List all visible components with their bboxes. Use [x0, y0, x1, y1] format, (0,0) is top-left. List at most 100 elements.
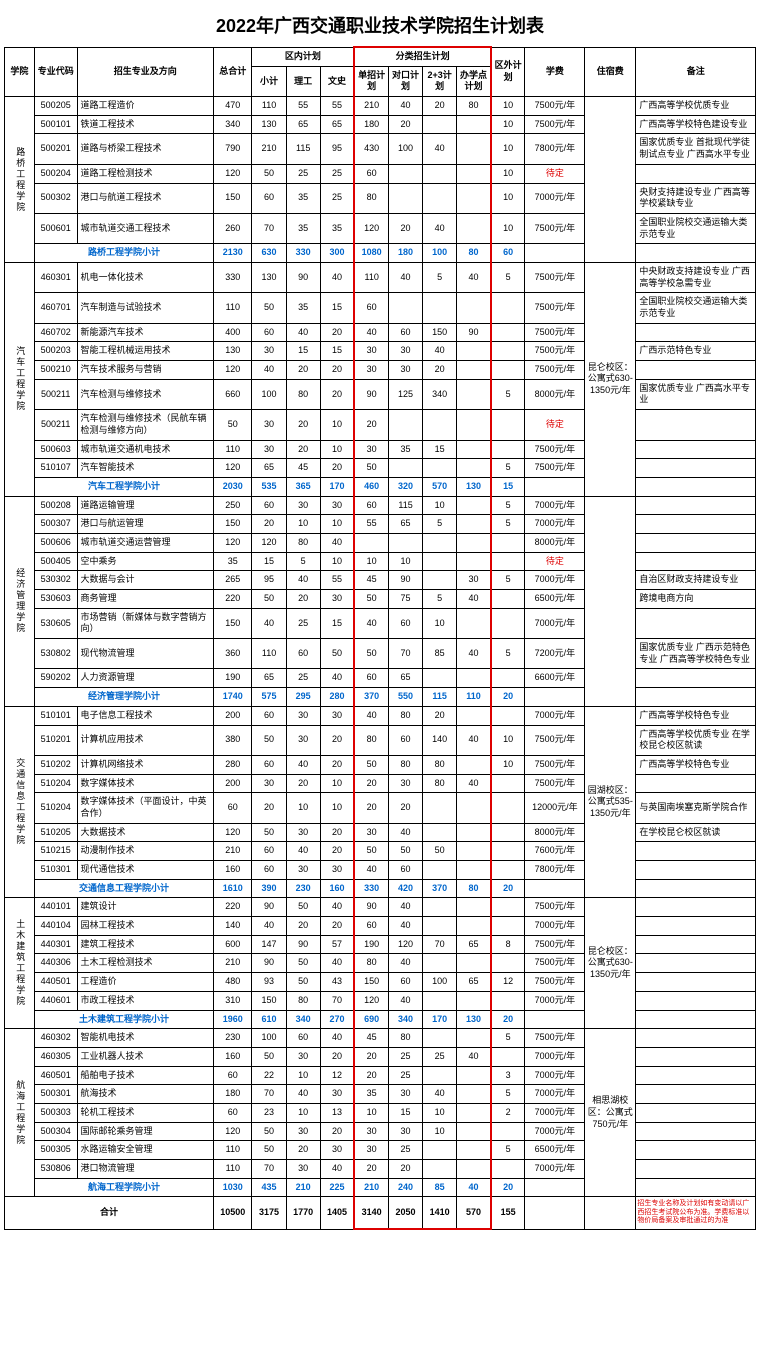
cell: 60 — [354, 496, 388, 515]
cell: 330 — [354, 879, 388, 898]
note-cell: 国家优质专业 广西高水平专业 — [636, 379, 756, 409]
cell: 390 — [252, 879, 286, 898]
cell — [491, 954, 525, 973]
cell — [491, 1047, 525, 1066]
cell: 180 — [214, 1085, 252, 1104]
cell: 120 — [252, 533, 286, 552]
cell: 150 — [354, 973, 388, 992]
cell — [388, 164, 422, 183]
major-code: 500606 — [34, 533, 77, 552]
major-code: 510205 — [34, 823, 77, 842]
cell: 120 — [354, 213, 388, 243]
major-code: 500601 — [34, 213, 77, 243]
cell: 30 — [354, 1141, 388, 1160]
cell: 10 — [423, 496, 457, 515]
cell — [423, 823, 457, 842]
cell — [491, 533, 525, 552]
cell: 15 — [286, 342, 320, 361]
cell: 1770 — [286, 1197, 320, 1229]
note-cell — [636, 1160, 756, 1179]
cell: 100 — [423, 244, 457, 263]
cell: 30 — [320, 496, 354, 515]
cell: 210 — [214, 954, 252, 973]
cell — [491, 590, 525, 609]
h-sub: 单招计划 — [354, 66, 388, 96]
cell: 20 — [354, 1160, 388, 1179]
cell: 570 — [457, 1197, 491, 1229]
cell: 100 — [252, 1029, 286, 1048]
h-sub: 理工 — [286, 66, 320, 96]
cell: 57 — [320, 935, 354, 954]
dorm-cell — [585, 496, 636, 706]
major-name: 智能机电技术 — [77, 1029, 214, 1048]
cell — [525, 688, 585, 707]
major-code: 460305 — [34, 1047, 77, 1066]
h-fee: 学费 — [525, 47, 585, 97]
college-name: 土木建筑工程学院 — [5, 898, 35, 1029]
cell — [491, 323, 525, 342]
cell: 1405 — [320, 1197, 354, 1229]
cell: 93 — [252, 973, 286, 992]
cell — [423, 164, 457, 183]
cell: 20 — [286, 917, 320, 936]
cell: 50 — [252, 590, 286, 609]
cell: 130 — [252, 115, 286, 134]
table-row: 440601市政工程技术3101508070120407000元/年 — [5, 991, 756, 1010]
cell: 40 — [286, 571, 320, 590]
dorm-cell — [585, 97, 636, 263]
cell: 30 — [286, 496, 320, 515]
note-cell — [636, 440, 756, 459]
cell: 80 — [457, 244, 491, 263]
cell: 40 — [320, 898, 354, 917]
cell: 330 — [286, 244, 320, 263]
fee-cell: 7500元/年 — [525, 440, 585, 459]
cell: 147 — [252, 935, 286, 954]
cell: 60 — [354, 164, 388, 183]
cell: 40 — [457, 590, 491, 609]
cell: 95 — [320, 134, 354, 164]
major-code: 510101 — [34, 706, 77, 725]
cell: 220 — [214, 898, 252, 917]
cell: 90 — [286, 935, 320, 954]
cell: 150 — [214, 608, 252, 638]
cell — [457, 917, 491, 936]
cell — [423, 861, 457, 880]
cell — [525, 477, 585, 496]
fee-cell: 7000元/年 — [525, 608, 585, 638]
cell: 550 — [388, 688, 422, 707]
cell: 30 — [286, 725, 320, 755]
cell: 30 — [286, 706, 320, 725]
cell: 60 — [214, 1066, 252, 1085]
note-cell: 央财支持建设专业 广西高等学校紧缺专业 — [636, 183, 756, 213]
cell: 65 — [320, 115, 354, 134]
cell: 10 — [320, 515, 354, 534]
fee-cell: 待定 — [525, 410, 585, 440]
cell: 35 — [286, 213, 320, 243]
cell — [491, 823, 525, 842]
cell: 120 — [214, 361, 252, 380]
cell — [491, 669, 525, 688]
cell: 15 — [491, 477, 525, 496]
fee-cell: 7500元/年 — [525, 459, 585, 478]
major-code: 500301 — [34, 1085, 77, 1104]
cell: 40 — [388, 917, 422, 936]
cell: 30 — [388, 774, 422, 793]
note-cell — [636, 1122, 756, 1141]
cell — [423, 1160, 457, 1179]
cell: 20 — [286, 774, 320, 793]
cell: 20 — [320, 459, 354, 478]
cell: 130 — [457, 1010, 491, 1029]
fee-cell: 7000元/年 — [525, 706, 585, 725]
cell: 90 — [354, 898, 388, 917]
cell: 120 — [214, 533, 252, 552]
cell — [457, 842, 491, 861]
cell: 90 — [388, 571, 422, 590]
cell: 65 — [388, 515, 422, 534]
cell — [491, 1122, 525, 1141]
cell: 50 — [252, 725, 286, 755]
cell: 65 — [457, 935, 491, 954]
cell: 30 — [354, 361, 388, 380]
cell: 55 — [286, 97, 320, 116]
cell: 85 — [423, 639, 457, 669]
cell: 40 — [388, 898, 422, 917]
